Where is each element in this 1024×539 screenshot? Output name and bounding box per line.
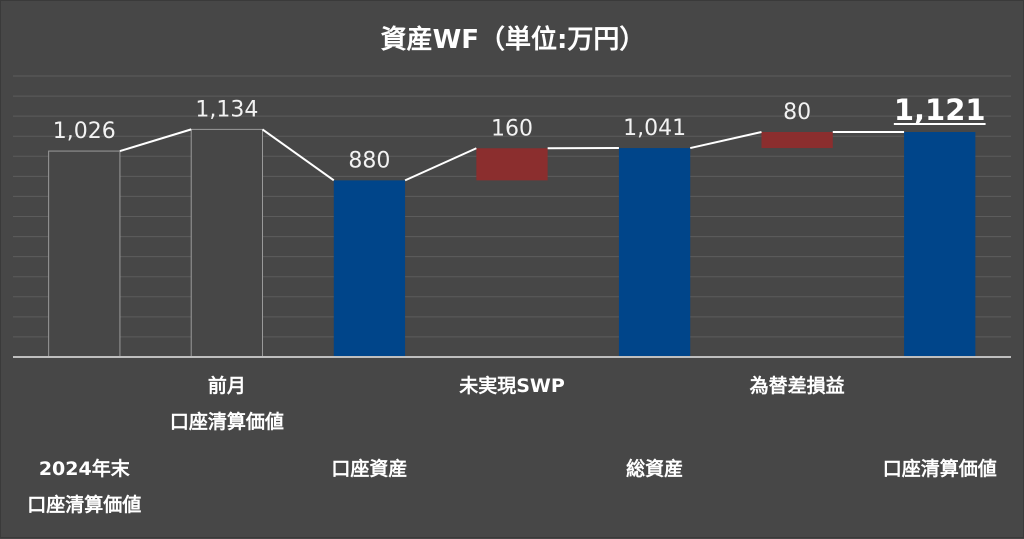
category-label-2: 口座清算価値: [170, 410, 284, 433]
category-label-3: 口座資産: [331, 457, 407, 480]
value-label-5: 1,041: [623, 116, 686, 141]
category-labels: 2024年末口座清算価値前月口座清算価値口座資産未実現SWP総資産為替差損益口座…: [27, 374, 996, 516]
bar-2: [191, 129, 262, 357]
category-label-1: 口座清算価値: [27, 493, 141, 516]
connector-5: [690, 132, 761, 148]
bars: [49, 129, 976, 357]
bar-1: [49, 151, 120, 357]
bar-4: [476, 148, 547, 180]
category-label-7: 口座清算価値: [883, 457, 997, 480]
category-label-5: 総資産: [626, 457, 683, 480]
connector-1: [120, 129, 191, 151]
value-label-7: 1,121: [894, 93, 986, 127]
chart-title: 資産WF（単位:万円）: [381, 24, 646, 55]
category-label-1: 2024年末: [39, 457, 131, 480]
category-label-4: 未実現SWP: [458, 374, 565, 397]
connector-2: [263, 129, 334, 180]
category-label-6: 為替差損益: [750, 374, 845, 397]
bar-7: [904, 132, 975, 357]
value-label-2: 1,134: [195, 97, 258, 122]
value-label-3: 880: [348, 148, 390, 173]
bar-6: [762, 132, 833, 148]
value-label-4: 160: [491, 116, 533, 141]
connector-3: [405, 148, 476, 180]
category-label-2: 前月: [208, 374, 246, 397]
bar-3: [334, 180, 405, 357]
value-label-6: 80: [783, 100, 811, 125]
bar-5: [619, 148, 690, 357]
value-label-1: 1,026: [53, 119, 116, 144]
